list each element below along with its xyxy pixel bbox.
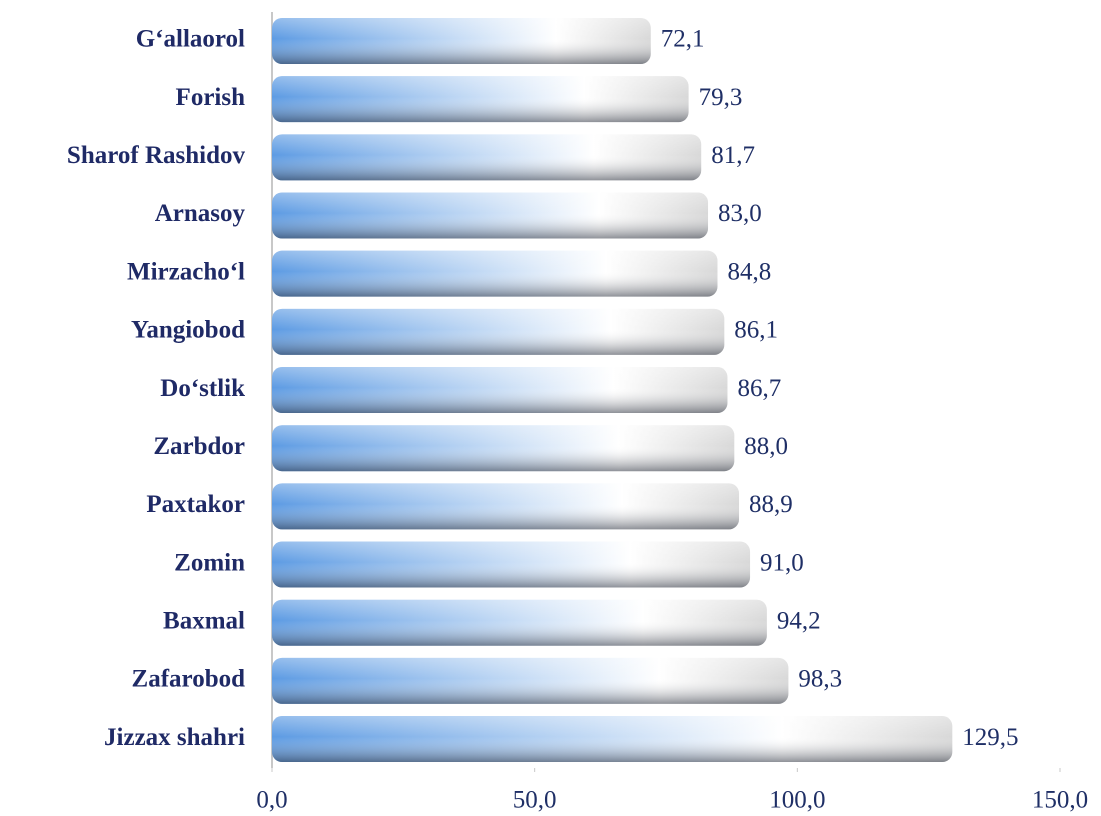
value-label: 79,3 [699,84,743,111]
bar-shade [272,657,789,704]
value-label: 88,0 [744,433,788,460]
value-label: 98,3 [798,666,842,693]
x-tick-label: 50,0 [513,787,557,814]
y-tick-label: G‘allaorol [136,26,245,53]
y-tick-label: Zarbdor [153,433,245,460]
value-label: 81,7 [711,142,755,169]
x-tick-label: 150,0 [1032,787,1088,814]
bar-shade [272,483,740,530]
value-label: 84,8 [727,258,771,285]
bar-shade [272,76,689,123]
y-tick-label: Jizzax shahri [104,724,245,751]
bar-shade [272,541,751,588]
y-tick-label: Arnasoy [155,200,246,227]
y-tick-label: Baxmal [163,607,245,634]
value-label: 83,0 [718,200,762,227]
y-tick-label: Do‘stlik [160,375,245,402]
value-label: 86,7 [737,375,781,402]
bar-shade [272,192,709,239]
y-tick-label: Yangiobod [131,317,245,344]
bar-shade [272,18,651,64]
value-label: 72,1 [661,26,705,53]
y-tick-label: Zafarobod [132,666,246,693]
bar-shade [272,134,702,181]
x-tick-label: 100,0 [769,787,825,814]
value-label: 129,5 [962,724,1018,751]
bar-shade [272,308,725,355]
value-label: 88,9 [749,491,793,518]
y-tick-label: Paxtakor [146,491,245,518]
y-tick-label: Forish [176,84,246,111]
bar-shade [272,425,735,472]
value-label: 91,0 [760,549,804,576]
bar-shade [272,250,718,297]
bar-shade [272,599,767,646]
y-tick-label: Mirzacho‘l [127,258,245,285]
y-tick-label: Sharof Rashidov [67,142,246,169]
y-tick-label: Zomin [174,549,245,576]
bar-shade [272,716,953,763]
value-label: 86,1 [734,317,778,344]
x-tick-label: 0,0 [256,787,287,814]
value-label: 94,2 [777,607,821,634]
bar-shade [272,367,728,414]
